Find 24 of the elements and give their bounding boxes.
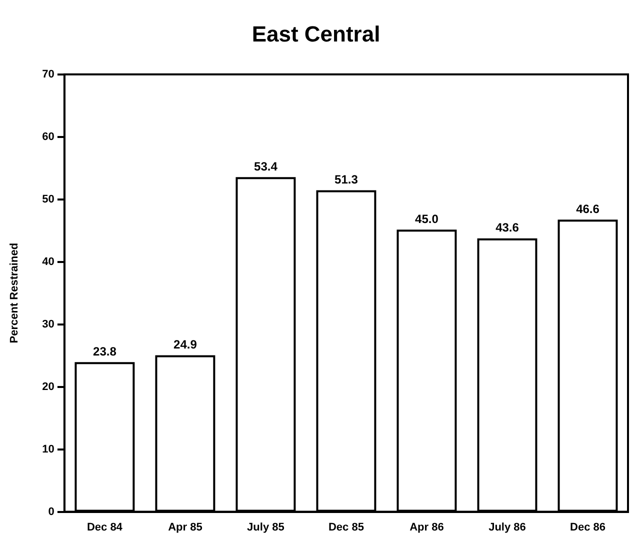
x-tick-label: Apr 86 [410, 521, 444, 534]
y-tick-label: 0 [48, 506, 54, 518]
y-tick-label: 30 [42, 318, 54, 330]
data-label: 43.6 [496, 220, 520, 235]
x-tick-label: July 86 [488, 521, 526, 534]
chart-title: East Central [252, 21, 380, 46]
data-label: 45.0 [415, 212, 439, 226]
y-axis-title: Percent Restrained [8, 242, 21, 344]
data-label: 23.8 [93, 344, 117, 358]
data-label: 24.9 [174, 338, 198, 352]
y-tick-label: 50 [42, 193, 54, 206]
y-tick-label: 70 [42, 68, 54, 80]
y-tick-label: 40 [42, 256, 54, 268]
x-tick-label: July 85 [247, 521, 284, 534]
x-tick-label: Dec 85 [328, 521, 364, 534]
x-tick-label: Apr 85 [168, 521, 202, 534]
x-tick-label: Dec 84 [86, 521, 124, 534]
data-label: 53.4 [254, 159, 278, 174]
y-tick-label: 20 [42, 380, 54, 393]
x-tick-label: Dec 86 [570, 521, 606, 534]
y-tick-label: 60 [42, 130, 54, 143]
data-label: 51.3 [334, 172, 358, 187]
y-tick-label: 10 [42, 443, 54, 456]
data-label: 46.6 [576, 202, 600, 216]
